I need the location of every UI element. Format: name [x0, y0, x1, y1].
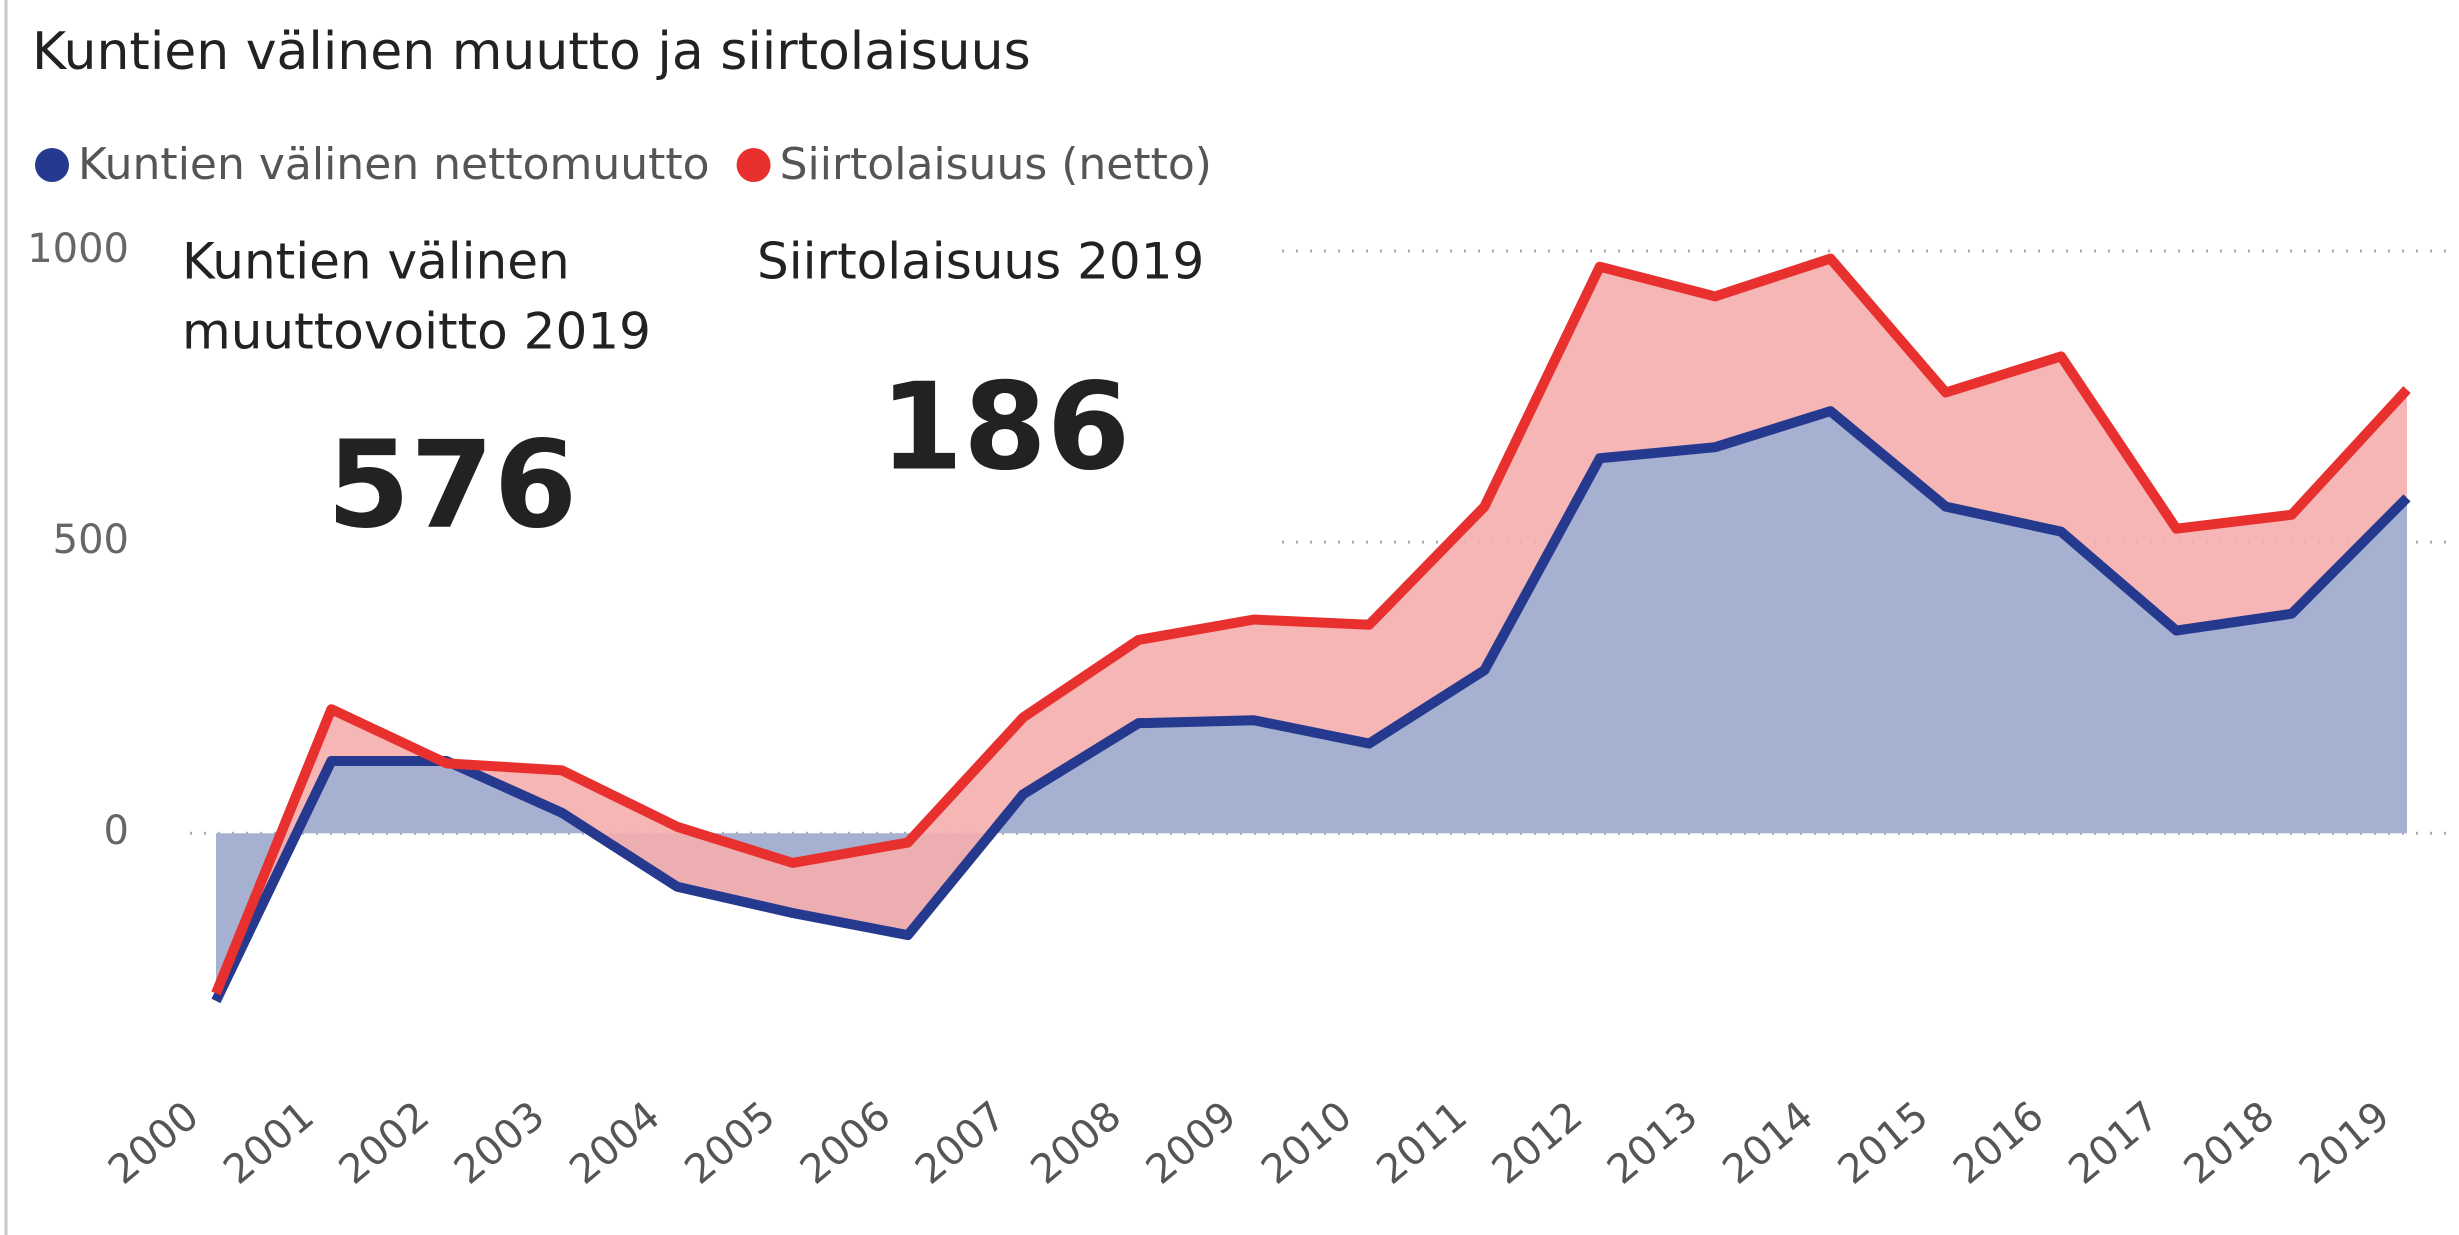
x-tick-label: 2001 [215, 1093, 323, 1194]
card-label: muuttovoitto 2019 [182, 303, 651, 361]
x-tick-label: 2019 [2291, 1093, 2399, 1194]
y-tick-label: 1000 [27, 226, 129, 272]
legend-marker [35, 148, 69, 182]
legend-marker [736, 148, 771, 182]
x-tick-label: 2009 [1138, 1093, 1246, 1194]
x-tick-label: 2011 [1368, 1093, 1476, 1194]
x-tick-label: 2003 [446, 1093, 554, 1194]
line [211, 406, 2411, 1004]
x-tick-label: 2014 [1714, 1093, 1822, 1194]
y-tick-label: 0 [104, 808, 129, 854]
x-tick-label: 2007 [907, 1093, 1015, 1194]
x-tick-label: 2018 [2176, 1093, 2284, 1194]
x-tick-label: 2010 [1253, 1093, 1361, 1194]
x-tick-label: 2015 [1830, 1093, 1938, 1194]
chart-title: Kuntien välinen muutto ja siirtolaisuus [32, 22, 1031, 82]
x-tick-label: 2002 [331, 1093, 439, 1194]
area [216, 258, 2407, 1001]
x-tick-label: 2008 [1022, 1093, 1130, 1194]
card-background [150, 215, 1280, 555]
y-tick-label: 500 [53, 517, 129, 563]
line [211, 253, 2411, 996]
x-tick-label: 2005 [677, 1093, 785, 1194]
card-label: Siirtolaisuus 2019 [757, 233, 1204, 291]
x-tick-label: 2000 [100, 1093, 208, 1194]
legend-label: Siirtolaisuus (netto) [780, 139, 1212, 190]
card-value: 576 [327, 417, 578, 556]
x-tick-label: 2017 [2060, 1093, 2168, 1194]
x-tick-label: 2004 [561, 1093, 669, 1194]
card-label: Kuntien välinen [182, 233, 570, 291]
x-tick-label: 2013 [1599, 1093, 1707, 1194]
x-tick-label: 2006 [792, 1093, 900, 1194]
x-tick-label: 2012 [1484, 1093, 1592, 1194]
card-value: 186 [880, 359, 1131, 498]
legend-label: Kuntien välinen nettomuutto [78, 139, 710, 190]
x-tick-label: 2016 [1945, 1093, 2053, 1194]
